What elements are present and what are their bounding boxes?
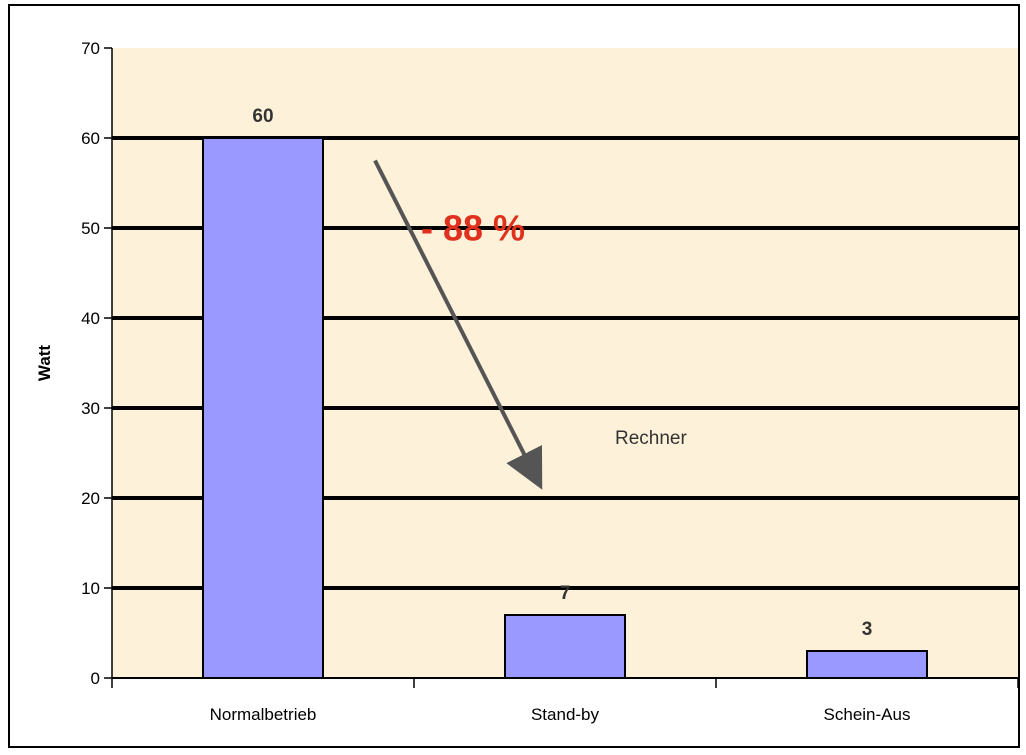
bars <box>202 137 928 679</box>
y-tick-label: 40 <box>81 309 100 328</box>
data-label: 3 <box>862 619 873 640</box>
y-tick-label: 70 <box>81 39 100 58</box>
reduction-annotation: - 88 % <box>421 208 525 249</box>
y-tick-label: 60 <box>81 129 100 148</box>
bar <box>504 614 626 679</box>
bar <box>202 137 324 679</box>
x-tick-label: Schein-Aus <box>824 705 911 724</box>
x-tick-label: Normalbetrieb <box>210 705 317 724</box>
y-tick-label: 0 <box>91 669 100 688</box>
x-axis: Normalbetrieb Stand-by Schein-Aus <box>111 677 1018 724</box>
y-axis-title: Watt <box>35 345 54 382</box>
bar-chart: 0 10 20 30 40 50 60 70 Normalbetrieb Stand-by Sch… <box>35 39 1018 724</box>
y-tick-label: 50 <box>81 219 100 238</box>
chart-frame: 0 10 20 30 40 50 60 70 Normalbetrieb Stand-by Sch… <box>8 4 1020 748</box>
x-tick-label: Stand-by <box>531 705 600 724</box>
legend-entry: Rechner <box>615 428 687 449</box>
y-tick-label: 20 <box>81 489 100 508</box>
bar <box>806 650 928 679</box>
data-labels: 60 7 3 <box>252 106 872 640</box>
y-tick-label: 30 <box>81 399 100 418</box>
data-label: 7 <box>560 583 571 604</box>
y-tick-label: 10 <box>81 579 100 598</box>
reduction-arrow <box>373 159 543 490</box>
y-axis: 0 10 20 30 40 50 60 70 <box>81 39 113 688</box>
data-label: 60 <box>252 106 273 127</box>
